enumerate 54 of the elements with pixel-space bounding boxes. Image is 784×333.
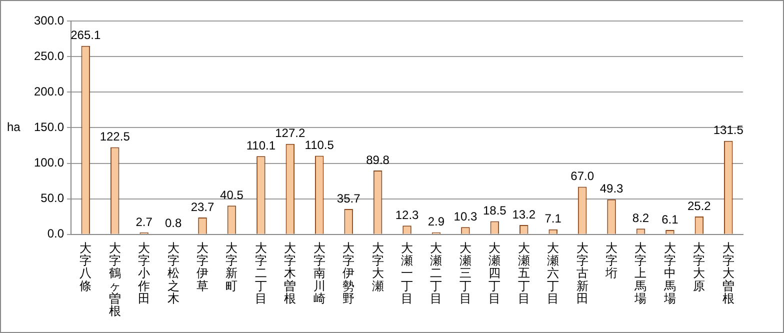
x-tick-label: 大瀬五丁目: [518, 241, 530, 306]
x-tick-label: 大字伊草: [196, 241, 208, 293]
y-tick-label: 0.0: [47, 226, 64, 241]
data-label: 25.2: [687, 198, 712, 213]
data-label: 122.5: [100, 130, 130, 144]
y-tick-label: 300.0: [34, 13, 64, 28]
data-label: 2.7: [136, 214, 153, 229]
x-tick-label: 大字大瀬: [372, 241, 384, 293]
data-label: 18.5: [482, 204, 507, 218]
x-tick-label: 大字中馬場: [662, 241, 676, 306]
y-tick-label: 250.0: [34, 48, 64, 63]
data-label: 131.5: [713, 123, 744, 138]
data-label: 110.5: [304, 138, 334, 152]
y-tick-label: 200.0: [34, 84, 64, 98]
data-label: 35.7: [336, 191, 361, 206]
x-tick-label: 大字垳: [604, 241, 618, 280]
data-label: 49.3: [600, 182, 624, 196]
x-tick-label: 大字大原: [693, 241, 706, 293]
data-label: 265.1: [70, 28, 101, 42]
x-tick-label: 大瀬一丁目: [401, 241, 414, 306]
x-tick-label: 大字大曽根: [722, 241, 734, 306]
data-label: 8.2: [632, 210, 650, 225]
y-tick-label: 150.0: [34, 120, 64, 134]
data-label: 0.8: [164, 216, 182, 230]
x-tick-label: 大字古新田: [576, 241, 588, 306]
data-label: 40.5: [220, 188, 244, 202]
y-axis-title: ha: [7, 120, 21, 134]
x-tick-label: 大瀬四丁目: [488, 241, 501, 306]
x-tick-label: 大字鶴ヶ曽根: [108, 241, 121, 318]
data-label: 2.9: [428, 214, 445, 229]
x-tick-label: 大字新町: [226, 241, 238, 293]
x-tick-label: 大字南川崎: [313, 241, 326, 306]
data-label: 67.0: [570, 169, 594, 184]
x-tick-label: 大瀬六丁目: [547, 241, 560, 306]
x-tick-label: 大字上馬場: [634, 241, 647, 306]
data-label: 6.1: [662, 212, 679, 226]
data-label: 10.3: [454, 209, 478, 224]
data-label: 110.1: [246, 138, 276, 152]
data-label: 12.3: [395, 208, 420, 222]
x-tick-label: 大字二丁目: [254, 241, 267, 306]
data-label: 23.7: [190, 200, 215, 214]
y-tick-label: 100.0: [34, 156, 64, 170]
x-tick-label: 大瀬三丁目: [459, 241, 472, 306]
x-tick-label: 大字松之木: [167, 241, 180, 306]
data-label: 127.2: [275, 126, 306, 140]
y-tick-label: 50.0: [40, 191, 64, 206]
x-tick-label: 大字八條: [80, 241, 92, 293]
data-label: 89.8: [366, 152, 390, 167]
data-label: 7.1: [544, 212, 562, 226]
x-tick-label: 大瀬二丁目: [430, 241, 442, 306]
x-tick-label: 大字木曽根: [284, 241, 296, 306]
x-tick-label: 大字小作田: [137, 241, 150, 306]
x-tick-label: 大字伊勢野: [342, 241, 355, 306]
data-label: 13.2: [512, 207, 536, 222]
